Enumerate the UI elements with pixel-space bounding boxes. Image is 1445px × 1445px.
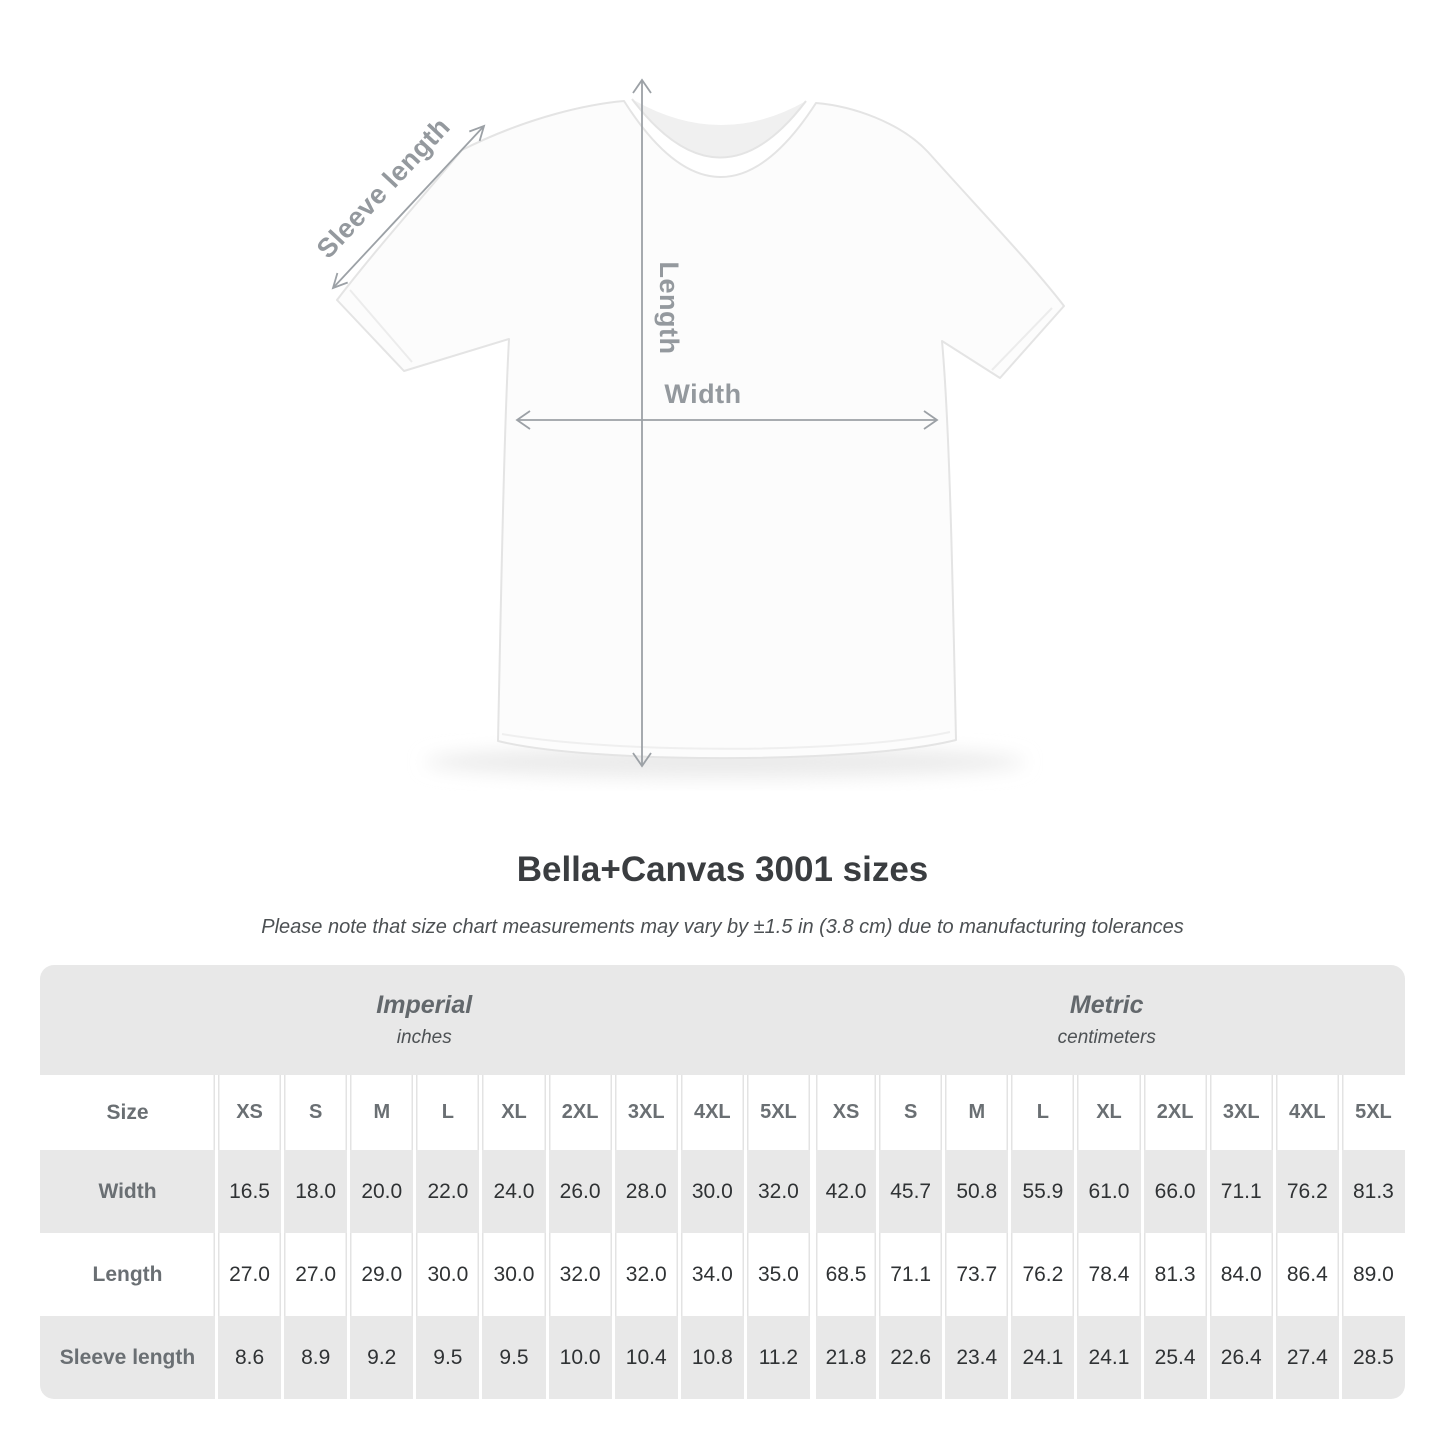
width-label: Width bbox=[664, 379, 741, 409]
length-metric-5xl-value: 89.0 bbox=[1341, 1233, 1405, 1316]
length-metric-4xl-value: 86.4 bbox=[1275, 1233, 1339, 1316]
length-imperial-l-value: 30.0 bbox=[416, 1233, 480, 1316]
sleeve-length-imperial-l-value: 9.5 bbox=[416, 1316, 480, 1399]
width-metric-m-value: 50.8 bbox=[945, 1150, 1009, 1233]
width-imperial-5xl-value: 32.0 bbox=[746, 1150, 810, 1233]
length-label: Length bbox=[654, 262, 684, 355]
size-header-imperial-xl: XL bbox=[482, 1075, 546, 1150]
unit-group-header-row: Imperial inches Metric centimeters bbox=[40, 965, 1405, 1075]
width-imperial-2xl-value: 26.0 bbox=[548, 1150, 612, 1233]
sleeve-length-imperial-2xl-value: 10.0 bbox=[548, 1316, 612, 1399]
width-metric-4xl-value: 76.2 bbox=[1275, 1150, 1339, 1233]
sleeve-length-imperial-xl-value: 9.5 bbox=[482, 1316, 546, 1399]
length-imperial-4xl-value: 34.0 bbox=[680, 1233, 744, 1316]
sleeve-length-imperial-m-value: 9.2 bbox=[350, 1316, 414, 1399]
length-metric-l-value: 76.2 bbox=[1011, 1233, 1075, 1316]
size-header-metric-s: S bbox=[879, 1075, 943, 1150]
sleeve-length-metric-m-value: 23.4 bbox=[945, 1316, 1009, 1399]
length-imperial-2xl-value: 32.0 bbox=[548, 1233, 612, 1316]
right-cuff-seam bbox=[991, 307, 1053, 371]
length-imperial-5xl-value: 35.0 bbox=[746, 1233, 810, 1316]
row-label-sleeve-length: Sleeve length bbox=[40, 1316, 215, 1399]
width-metric-l-value: 55.9 bbox=[1011, 1150, 1075, 1233]
length-imperial-m-value: 29.0 bbox=[350, 1233, 414, 1316]
sleeve-length-imperial-4xl-value: 10.8 bbox=[680, 1316, 744, 1399]
length-metric-2xl-value: 81.3 bbox=[1143, 1233, 1207, 1316]
page-title: Bella+Canvas 3001 sizes bbox=[516, 850, 929, 889]
sleeve-length-metric-5xl-value: 28.5 bbox=[1341, 1316, 1405, 1399]
sleeve-length-metric-xs-value: 21.8 bbox=[812, 1316, 877, 1399]
length-metric-xs-value: 68.5 bbox=[812, 1233, 877, 1316]
width-metric-2xl-value: 66.0 bbox=[1143, 1150, 1207, 1233]
row-label-width: Width bbox=[40, 1150, 215, 1233]
width-arrow bbox=[515, 410, 939, 430]
length-imperial-xs-value: 27.0 bbox=[218, 1233, 282, 1316]
sleeve-length-metric-s-value: 22.6 bbox=[879, 1316, 943, 1399]
size-header-metric-3xl: 3XL bbox=[1209, 1075, 1273, 1150]
width-metric-5xl-value: 81.3 bbox=[1341, 1150, 1405, 1233]
length-metric-m-value: 73.7 bbox=[945, 1233, 1009, 1316]
left-cuff-seam bbox=[349, 289, 413, 363]
width-imperial-xs-value: 16.5 bbox=[218, 1150, 282, 1233]
width-imperial-4xl-value: 30.0 bbox=[680, 1150, 744, 1233]
size-header-imperial-xs: XS bbox=[218, 1075, 282, 1150]
tshirt-measurement-diagram: Sleeve length Length Width bbox=[311, 78, 1065, 778]
size-header-metric-xl: XL bbox=[1077, 1075, 1141, 1150]
sleeve-length-imperial-5xl-value: 11.2 bbox=[746, 1316, 810, 1399]
size-header-imperial-m: M bbox=[350, 1075, 414, 1150]
size-header-metric-4xl: 4XL bbox=[1275, 1075, 1339, 1150]
size-header-imperial-l: L bbox=[416, 1075, 480, 1150]
width-imperial-xl-value: 24.0 bbox=[482, 1150, 546, 1233]
size-header-imperial-3xl: 3XL bbox=[614, 1075, 678, 1150]
sleeve-length-metric-3xl-value: 26.4 bbox=[1209, 1316, 1273, 1399]
size-header-metric-2xl: 2XL bbox=[1143, 1075, 1207, 1150]
length-metric-s-value: 71.1 bbox=[879, 1233, 943, 1316]
width-metric-s-value: 45.7 bbox=[879, 1150, 943, 1233]
collar-band bbox=[631, 98, 807, 159]
length-imperial-s-value: 27.0 bbox=[284, 1233, 348, 1316]
size-table: Imperial inches Metric centimeters Size X… bbox=[40, 965, 1405, 1399]
width-imperial-m-value: 20.0 bbox=[350, 1150, 414, 1233]
size-header-imperial-5xl: 5XL bbox=[746, 1075, 810, 1150]
unit-group-imperial: Imperial inches bbox=[40, 965, 808, 1075]
length-metric-3xl-value: 84.0 bbox=[1209, 1233, 1273, 1316]
length-metric-xl-value: 78.4 bbox=[1077, 1233, 1141, 1316]
width-metric-xs-value: 42.0 bbox=[812, 1150, 877, 1233]
hem-seam bbox=[501, 731, 951, 750]
sleeve-length-metric-4xl-value: 27.4 bbox=[1275, 1316, 1339, 1399]
length-arrow bbox=[632, 78, 652, 768]
sleeve-length-metric-2xl-value: 25.4 bbox=[1143, 1316, 1207, 1399]
tshirt-body bbox=[336, 100, 1065, 760]
sleeve-length-imperial-3xl-value: 10.4 bbox=[614, 1316, 678, 1399]
sleeve-length-imperial-s-value: 8.9 bbox=[284, 1316, 348, 1399]
size-header-imperial-4xl: 4XL bbox=[680, 1075, 744, 1150]
size-header-metric-l: L bbox=[1011, 1075, 1075, 1150]
shirt-shadow bbox=[425, 746, 1025, 778]
width-metric-3xl-value: 71.1 bbox=[1209, 1150, 1273, 1233]
size-header-metric-5xl: 5XL bbox=[1341, 1075, 1405, 1150]
unit-group-metric: Metric centimeters bbox=[808, 965, 1405, 1075]
length-imperial-3xl-value: 32.0 bbox=[614, 1233, 678, 1316]
size-header-imperial-2xl: 2XL bbox=[548, 1075, 612, 1150]
imperial-group-label: Imperial bbox=[376, 991, 473, 1019]
size-header-metric-m: M bbox=[945, 1075, 1009, 1150]
tolerance-note: Please note that size chart measurements… bbox=[261, 916, 1184, 938]
row-label-length: Length bbox=[40, 1233, 215, 1316]
imperial-group-unit: inches bbox=[396, 1027, 452, 1048]
sleeve-length-metric-l-value: 24.1 bbox=[1011, 1316, 1075, 1399]
metric-group-label: Metric bbox=[1069, 991, 1144, 1019]
width-metric-xl-value: 61.0 bbox=[1077, 1150, 1141, 1233]
width-imperial-l-value: 22.0 bbox=[416, 1150, 480, 1233]
sleeve-length-imperial-xs-value: 8.6 bbox=[218, 1316, 282, 1399]
size-header-imperial-s: S bbox=[284, 1075, 348, 1150]
sleeve-length-arrow bbox=[331, 124, 486, 290]
size-corner-label: Size bbox=[40, 1075, 215, 1150]
length-imperial-xl-value: 30.0 bbox=[482, 1233, 546, 1316]
width-imperial-3xl-value: 28.0 bbox=[614, 1150, 678, 1233]
width-imperial-s-value: 18.0 bbox=[284, 1150, 348, 1233]
sleeve-length-metric-xl-value: 24.1 bbox=[1077, 1316, 1141, 1399]
size-header-metric-xs: XS bbox=[812, 1075, 877, 1150]
metric-group-unit: centimeters bbox=[1057, 1027, 1156, 1048]
